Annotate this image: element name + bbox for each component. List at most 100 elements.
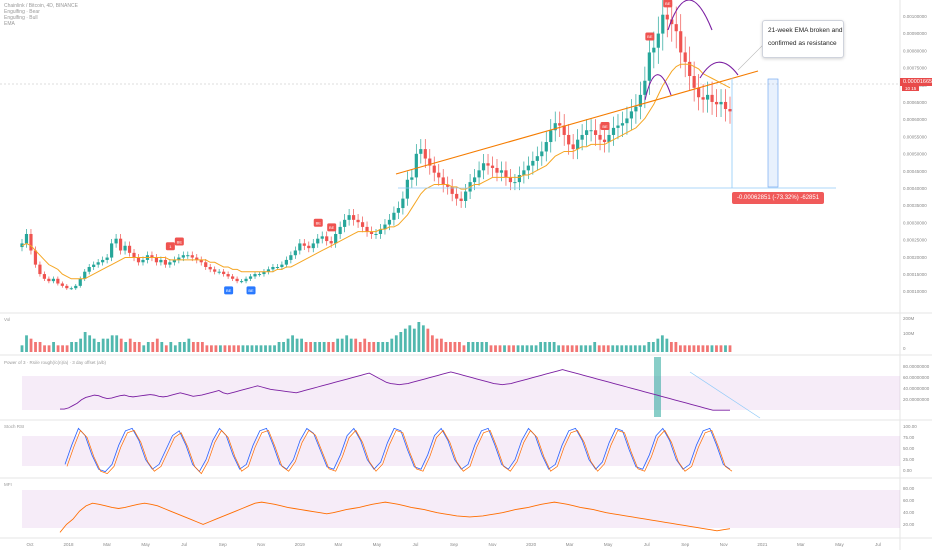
volume-bar — [471, 342, 475, 352]
candle-body — [499, 170, 504, 173]
candle-body — [87, 266, 91, 272]
mfi-label: MFI — [4, 482, 12, 487]
signal-marker — [174, 237, 184, 246]
volume-bar — [101, 338, 105, 352]
volume-bar — [340, 338, 344, 352]
volume-bar — [196, 342, 200, 352]
candle-body — [235, 278, 239, 282]
legend-line3: Engulfing · Bull — [4, 15, 38, 21]
candle-body — [159, 259, 163, 263]
candle-body — [311, 243, 315, 249]
volume-bar — [458, 342, 461, 352]
price-tick-label: 0.00045000 — [903, 169, 927, 174]
volume-bar — [61, 345, 64, 352]
candle-body — [464, 191, 468, 201]
candle-body — [670, 19, 674, 25]
volume-bar — [656, 338, 660, 352]
candle-body — [347, 215, 351, 220]
volume-bar — [291, 335, 294, 352]
candle-body — [683, 52, 687, 62]
candle-body — [369, 231, 374, 234]
volume-bar — [52, 342, 55, 352]
volume-bar — [363, 338, 367, 352]
candle-body — [526, 165, 530, 171]
candle-body — [625, 118, 629, 124]
candle-body — [302, 243, 306, 246]
candle-body — [674, 24, 678, 32]
volume-bar — [65, 345, 69, 352]
volume-bar — [498, 345, 502, 352]
stoch-tick-label: 50.00 — [903, 446, 915, 451]
candle-body — [69, 288, 73, 290]
candle-body — [432, 165, 436, 173]
signal-label: BE — [248, 288, 254, 293]
candle-body — [517, 175, 521, 183]
volume-tick-label: 0 — [903, 346, 906, 351]
volume-bar — [282, 342, 285, 352]
volume-bar — [507, 345, 511, 352]
price-tick-label: 0.00035000 — [903, 203, 927, 208]
signal-marker — [327, 223, 337, 232]
price-tick-label: 0.00025000 — [903, 238, 927, 243]
candle-body — [481, 163, 486, 171]
candle-body — [320, 236, 324, 239]
volume-bar — [146, 342, 150, 352]
volume-bar — [124, 342, 128, 352]
callout-line2: confirmed as resistance — [768, 40, 837, 47]
volume-bar — [151, 342, 155, 352]
price-tick-label: 0.00080000 — [903, 48, 927, 53]
rsi-line — [60, 369, 730, 411]
volume-bar — [214, 345, 218, 352]
stoch-k-line — [64, 427, 731, 473]
volume-tick-label: 200M — [903, 316, 915, 321]
volume-bar — [489, 345, 493, 352]
volume-bar — [430, 335, 434, 352]
volume-bar — [264, 345, 267, 352]
candle-body — [105, 257, 109, 260]
volume-bar — [439, 338, 443, 352]
candle-body — [118, 238, 123, 251]
price-tag-2: 10 15 — [902, 86, 920, 91]
price-tick-label: 0.00060000 — [903, 117, 927, 122]
volume-bar — [512, 345, 515, 352]
legend-line2: Engulfing · Bear — [4, 9, 40, 15]
candle-body — [365, 226, 369, 232]
volume-bar — [611, 345, 615, 352]
candle-body — [208, 266, 212, 270]
candle-body — [33, 250, 38, 265]
volume-bar — [246, 345, 249, 352]
rsi-tick-label: 40.00000000 — [903, 386, 930, 391]
trendline — [395, 70, 759, 175]
volume-bar — [187, 338, 191, 352]
mfi-line — [59, 501, 731, 533]
volume-bar — [412, 328, 416, 352]
volume-bar — [142, 345, 146, 352]
rsi-tick-label: 20.00000000 — [903, 397, 930, 402]
volume-bar — [647, 342, 651, 352]
candle-body — [253, 274, 257, 277]
volume-bar — [642, 345, 646, 352]
volume-bar — [219, 345, 222, 352]
head-arc — [667, 0, 713, 31]
stoch-label: Stoch RSI — [4, 424, 25, 429]
volume-bar — [593, 342, 597, 352]
volume-bar — [449, 342, 452, 352]
volume-bar — [665, 338, 669, 352]
volume-bar — [435, 338, 439, 352]
volume-bar — [669, 342, 673, 352]
volume-bar — [629, 345, 633, 352]
volume-bar — [633, 345, 637, 352]
candle-body — [585, 130, 589, 135]
candle-body — [51, 278, 55, 282]
volume-bar — [467, 342, 470, 352]
candle-body — [593, 130, 598, 135]
candle-body — [562, 125, 566, 135]
mfi-band — [22, 490, 900, 528]
time-tick-label: Nov — [720, 542, 729, 547]
candle-body — [513, 182, 517, 184]
volume-bar — [210, 345, 213, 352]
time-tick-label: Mar — [334, 542, 342, 547]
candle-body — [558, 123, 562, 126]
volume-bar — [534, 345, 538, 352]
